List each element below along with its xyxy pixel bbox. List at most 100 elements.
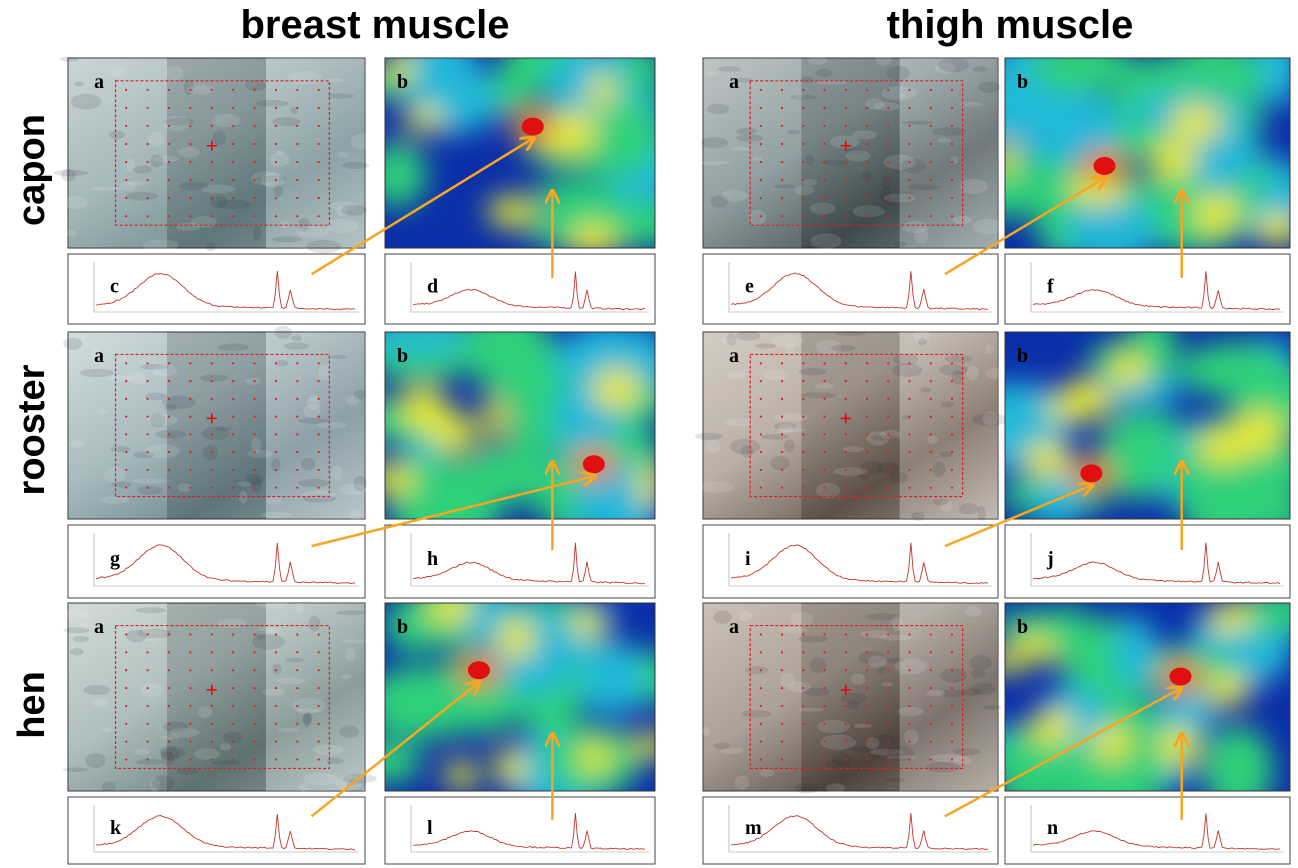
scan-point [781,362,783,364]
texture [266,497,283,505]
texture [217,619,246,628]
texture [941,401,955,407]
scan-point [866,651,868,653]
scan-point [866,161,868,163]
texture [274,326,292,339]
texture [742,710,772,718]
blob [360,324,469,354]
scan-point [887,125,889,127]
scan-point [189,741,191,743]
blob [368,142,426,207]
scan-point [125,161,127,163]
texture [178,147,200,158]
texture [939,364,968,376]
scan-point [125,723,127,725]
texture [721,190,748,202]
scan-point [211,125,213,127]
texture [102,781,117,791]
scan-point [760,469,762,471]
scan-point [232,398,234,400]
scan-point [189,487,191,489]
texture [272,117,300,126]
texture [147,414,178,425]
texture [780,672,795,687]
row-label: hen [11,671,53,739]
row-label: rooster [11,364,53,495]
scan-point [296,380,298,382]
scan-point [146,179,148,181]
panel-letter: b [1017,345,1028,367]
texture [145,444,181,458]
scan-point [275,143,277,145]
texture [707,104,729,114]
texture [272,236,302,242]
texture [206,242,216,251]
scan-point [760,197,762,199]
scan-point [845,433,847,435]
scan-point [866,741,868,743]
scan-point [845,705,847,707]
texture [982,411,998,425]
scan-point [318,380,320,382]
scan-point [189,161,191,163]
texture [339,483,366,495]
scan-point [887,416,889,418]
scan-point [296,469,298,471]
scan-point [760,651,762,653]
scan-point [866,469,868,471]
scan-point [951,723,953,725]
texture [985,344,994,353]
scan-point [908,451,910,453]
row-label: capon [11,114,53,226]
scan-point [211,469,213,471]
scan-point [168,723,170,725]
scan-point [275,362,277,364]
scan-point [887,398,889,400]
scan-point [146,380,148,382]
texture [294,603,303,613]
texture [69,440,84,447]
texture [72,636,89,642]
scan-point [232,687,234,689]
scan-point [318,758,320,760]
texture [62,767,88,772]
scan-point [760,215,762,217]
scan-point [146,741,148,743]
scan-point [168,416,170,418]
scan-point [866,215,868,217]
scan-point [232,89,234,91]
scan-point [146,723,148,725]
texture [741,445,754,457]
texture [125,159,134,172]
scan-point [318,433,320,435]
texture [799,368,827,376]
texture [713,743,731,749]
scan-point [253,633,255,635]
scan-point [760,741,762,743]
scan-point [232,161,234,163]
texture [253,226,262,241]
image-tile [801,332,899,519]
texture [90,186,123,190]
scan-point [211,380,213,382]
panel-letter: b [397,345,408,367]
scan-point [845,633,847,635]
texture [342,639,366,643]
blob [493,749,526,786]
scan-point [168,215,170,217]
scan-point [930,197,932,199]
scan-point [125,433,127,435]
scan-point [146,398,148,400]
texture [54,170,88,176]
scan-point [168,433,170,435]
scan-point [211,362,213,364]
texture [973,66,988,72]
scan-point [275,107,277,109]
texture [109,131,125,139]
scan-point [253,362,255,364]
scan-point [189,125,191,127]
scan-point [211,669,213,671]
scan-point [232,451,234,453]
texture [954,748,980,755]
texture [150,155,164,168]
